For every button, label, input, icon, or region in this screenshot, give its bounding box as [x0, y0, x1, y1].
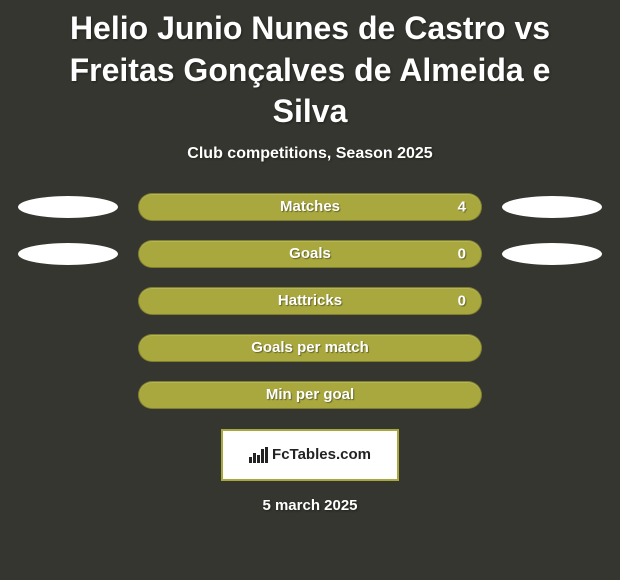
bar-chart-icon [249, 447, 268, 463]
right-pill [502, 243, 602, 265]
subtitle: Club competitions, Season 2025 [0, 145, 620, 163]
brand-badge: FcTables.com [221, 429, 399, 481]
stat-label: Min per goal [266, 386, 354, 403]
stat-value: 4 [458, 198, 466, 215]
stat-bar-hattricks: Hattricks 0 [138, 287, 482, 315]
stat-label: Goals [289, 245, 331, 262]
stat-bar-goals: Goals 0 [138, 240, 482, 268]
left-pill [18, 243, 118, 265]
stat-bar-gpm: Goals per match [138, 334, 482, 362]
page-title: Helio Junio Nunes de Castro vs Freitas G… [0, 0, 620, 133]
stat-label: Goals per match [251, 339, 369, 356]
stat-row: Matches 4 [0, 193, 620, 221]
stat-label: Hattricks [278, 292, 342, 309]
stat-row: Goals 0 [0, 240, 620, 268]
stat-row: Min per goal [0, 381, 620, 409]
right-pill [502, 196, 602, 218]
stat-label: Matches [280, 198, 340, 215]
stat-bar-mpg: Min per goal [138, 381, 482, 409]
left-pill [18, 196, 118, 218]
stat-rows: Matches 4 Goals 0 Hattricks 0 Goals per … [0, 193, 620, 409]
date-text: 5 march 2025 [0, 497, 620, 514]
stat-row: Hattricks 0 [0, 287, 620, 315]
stat-value: 0 [458, 292, 466, 309]
stat-row: Goals per match [0, 334, 620, 362]
brand-text: FcTables.com [272, 446, 371, 463]
stat-bar-matches: Matches 4 [138, 193, 482, 221]
stat-value: 0 [458, 245, 466, 262]
